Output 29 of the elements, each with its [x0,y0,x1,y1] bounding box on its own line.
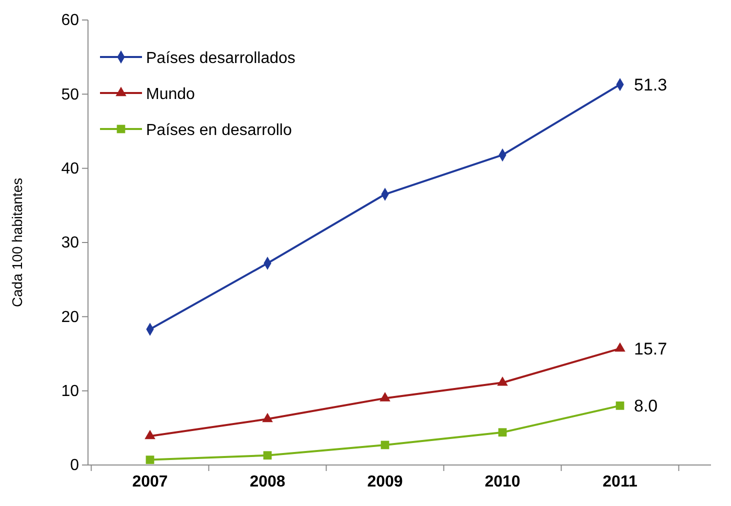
point [498,428,507,437]
point [263,451,272,460]
data-label: 15.7 [634,340,668,359]
point [262,412,273,422]
point [380,392,390,402]
y-axis-title: Cada 100 habitantes [9,178,25,308]
point [497,376,508,386]
y-tick-label: 40 [61,160,80,178]
y-tick-label: 60 [61,12,80,30]
x-tick-label: 2008 [250,473,286,490]
point [146,456,154,464]
y-tick-label: 50 [61,86,80,104]
y-tick-label: 30 [61,234,80,252]
x-tick-label: 2011 [602,473,638,490]
x-tick-label: 2010 [484,473,520,490]
point [144,430,156,440]
x-tick-label: 2007 [132,473,168,490]
data-label: 8.0 [634,396,658,416]
y-tick-label: 20 [61,308,80,326]
x-tick-label: 2009 [367,473,403,490]
y-tick-label: 0 [70,457,80,474]
data-label: 51.3 [634,76,668,95]
point [380,440,390,450]
legend-label: Países desarrollados [146,50,296,67]
legend-label: Países en desarrollo [146,122,292,139]
point [614,342,626,352]
y-tick-label: 10 [61,382,80,400]
point [616,401,624,410]
legend-label: Mundo [146,86,196,103]
